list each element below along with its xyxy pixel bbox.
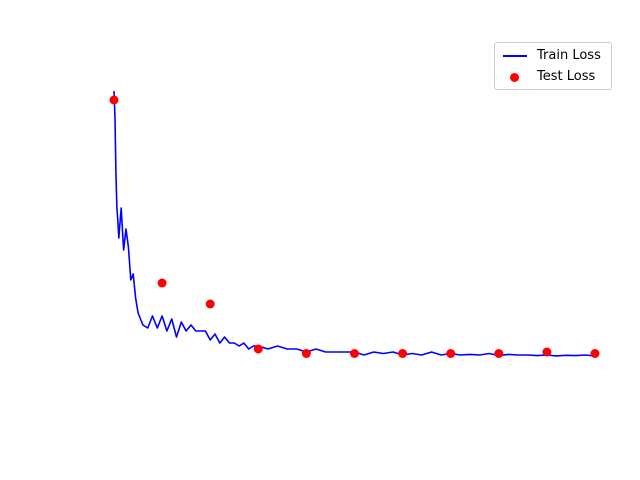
legend-label-train-loss: Train Loss <box>537 48 601 63</box>
legend: Train Loss Test Loss <box>494 42 612 90</box>
test-loss-point <box>350 349 359 358</box>
test-loss-point <box>301 349 311 358</box>
test-loss-point <box>590 349 600 358</box>
test-loss-point <box>542 347 552 357</box>
test-loss-point <box>157 278 167 288</box>
test-loss-dot-swatch <box>510 73 519 82</box>
legend-item-test-loss: Test Loss <box>495 67 611 87</box>
test-loss-point <box>446 349 456 358</box>
plot-area <box>109 90 600 358</box>
train-loss-line-swatch <box>503 55 527 57</box>
test-loss-point <box>205 299 215 309</box>
test-loss-point <box>109 95 119 105</box>
legend-item-train-loss: Train Loss <box>495 46 611 66</box>
train-loss-line <box>113 90 596 357</box>
test-loss-point <box>494 349 504 358</box>
test-loss-point <box>253 344 263 354</box>
test-loss-point <box>398 349 408 358</box>
legend-label-test-loss: Test Loss <box>537 69 596 84</box>
